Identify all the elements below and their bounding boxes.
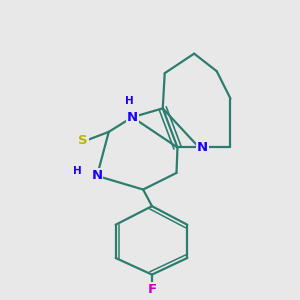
Text: F: F [147, 283, 157, 296]
Text: H: H [74, 167, 82, 176]
Text: N: N [92, 169, 103, 182]
Text: N: N [196, 141, 208, 154]
Text: S: S [78, 134, 88, 147]
Text: N: N [127, 111, 138, 124]
Text: H: H [125, 96, 134, 106]
